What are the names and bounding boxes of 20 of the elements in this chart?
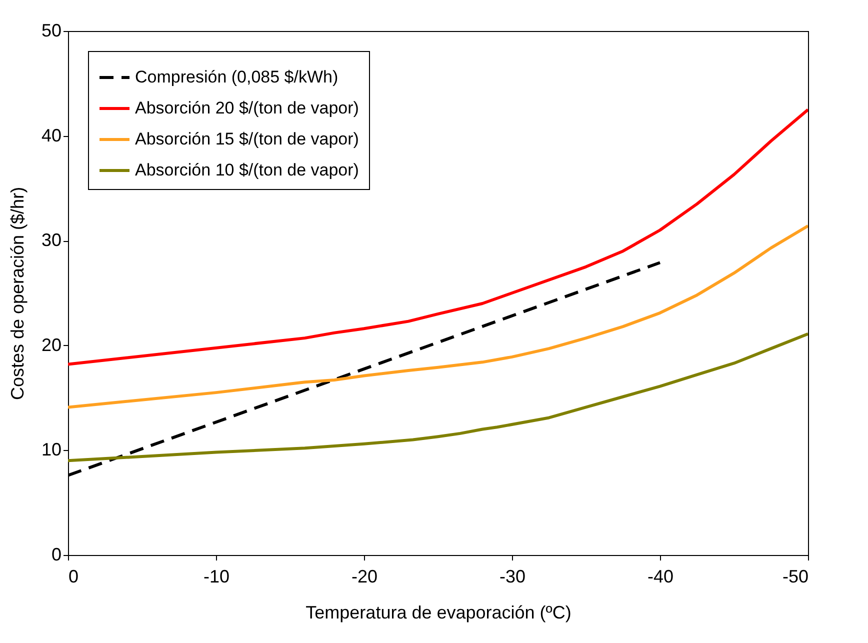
line-series — [68, 224, 808, 409]
y-tick-label: 10 — [41, 440, 62, 460]
y-tick-label: 20 — [41, 334, 62, 355]
legend-label: Absorción 20 $/(ton de vapor) — [135, 98, 359, 118]
y-tick-label: 0 — [51, 544, 62, 564]
legend-label: Compresión (0,085 $/kWh) — [135, 68, 338, 86]
x-tick-label: -20 — [351, 566, 378, 586]
y-tick-label: 40 — [41, 125, 62, 146]
legend-label: Absorción 15 $/(ton de vapor) — [135, 130, 359, 148]
y-tick-label: 30 — [41, 230, 62, 250]
y-tick-label: 50 — [41, 20, 62, 40]
x-tick-label: -50 — [782, 566, 808, 586]
x-axis-title: Temperatura de evaporación (ºC) — [306, 602, 572, 622]
x-tick-label: 0 — [68, 566, 79, 586]
x-tick-label: -10 — [203, 566, 230, 586]
line-series — [68, 332, 808, 462]
x-tick-label: -40 — [647, 566, 674, 586]
y-axis-title: Costes de operación ($/hr) — [7, 186, 28, 400]
legend-label: Absorción 10 $/(ton de vapor) — [135, 160, 359, 180]
x-tick-label: -30 — [499, 566, 526, 586]
